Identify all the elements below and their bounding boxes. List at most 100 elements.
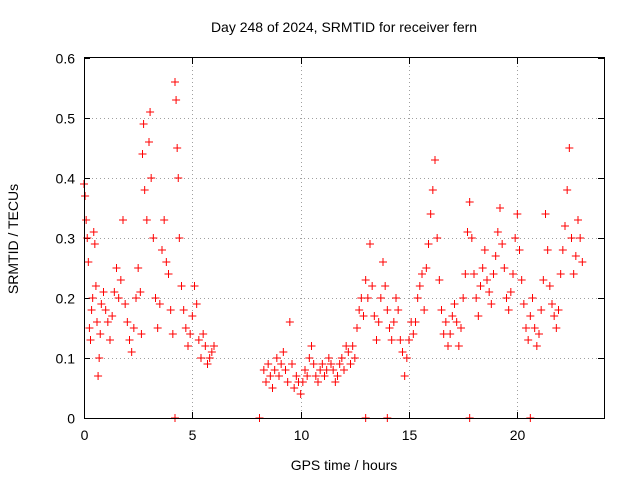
data-point xyxy=(565,144,574,152)
data-point xyxy=(340,366,348,374)
data-point xyxy=(424,240,433,248)
data-point xyxy=(184,342,192,350)
data-point xyxy=(335,360,344,368)
data-point xyxy=(506,288,515,296)
data-point xyxy=(309,360,318,368)
data-point xyxy=(95,354,104,362)
y-tick-label: 0.1 xyxy=(56,351,76,367)
data-point xyxy=(82,216,91,224)
data-point xyxy=(264,360,273,368)
data-point xyxy=(327,360,335,368)
data-point xyxy=(162,258,171,266)
data-point xyxy=(522,324,530,332)
data-point xyxy=(272,354,281,362)
data-point xyxy=(574,216,582,224)
data-point xyxy=(509,270,517,278)
data-point xyxy=(134,264,143,272)
data-point xyxy=(101,306,110,314)
data-point xyxy=(164,270,173,278)
data-point xyxy=(188,312,197,320)
data-point xyxy=(268,384,277,392)
x-tick-label: 5 xyxy=(189,427,197,443)
data-point xyxy=(489,270,498,278)
data-point xyxy=(119,216,127,224)
data-point xyxy=(277,360,286,368)
data-point xyxy=(556,270,565,278)
data-point xyxy=(292,372,301,380)
chart-title: Day 248 of 2024, SRMTID for receiver fer… xyxy=(211,19,477,35)
data-point xyxy=(93,318,101,326)
data-point xyxy=(450,300,459,308)
data-point xyxy=(350,354,359,362)
data-point xyxy=(123,318,132,326)
data-point xyxy=(500,264,509,272)
data-point xyxy=(409,330,418,338)
data-point xyxy=(279,348,288,356)
data-point xyxy=(370,312,379,320)
data-point xyxy=(524,336,533,344)
data-point xyxy=(366,240,374,248)
data-point xyxy=(346,360,355,368)
data-point xyxy=(387,336,396,344)
data-point xyxy=(483,276,491,284)
data-point xyxy=(461,270,470,278)
data-point xyxy=(389,318,398,326)
x-tick-label: 0 xyxy=(81,427,89,443)
data-point xyxy=(171,78,179,86)
data-point xyxy=(194,336,203,344)
data-point xyxy=(571,252,580,260)
data-point xyxy=(168,330,177,338)
data-point xyxy=(558,246,567,254)
data-point xyxy=(146,108,155,116)
data-point xyxy=(199,330,208,338)
data-point xyxy=(415,282,424,290)
data-point xyxy=(140,186,149,194)
data-point xyxy=(435,276,444,284)
data-point xyxy=(333,372,342,380)
data-point xyxy=(554,306,563,314)
data-point xyxy=(266,372,275,380)
data-point xyxy=(448,312,457,320)
data-point xyxy=(418,270,426,278)
data-point xyxy=(139,120,148,128)
data-point xyxy=(472,294,481,302)
data-point xyxy=(172,96,181,104)
data-point xyxy=(305,354,314,362)
data-point xyxy=(535,330,543,338)
data-point xyxy=(320,372,329,380)
data-point xyxy=(298,378,307,386)
data-point xyxy=(147,174,156,182)
data-point xyxy=(138,150,147,158)
data-point xyxy=(259,366,268,374)
data-point xyxy=(578,258,587,266)
data-point xyxy=(301,366,309,374)
data-point xyxy=(174,174,183,182)
data-point xyxy=(541,210,550,218)
data-point xyxy=(411,318,420,326)
data-point xyxy=(383,306,392,314)
data-point xyxy=(478,264,487,272)
data-point xyxy=(175,234,184,242)
data-point xyxy=(112,264,121,272)
x-tick-label: 20 xyxy=(510,427,526,443)
data-point xyxy=(355,306,364,314)
data-point xyxy=(517,276,526,284)
data-point xyxy=(283,378,292,386)
data-point xyxy=(526,312,535,320)
data-point xyxy=(87,306,96,314)
data-point xyxy=(94,372,103,380)
y-tick-label: 0.4 xyxy=(56,171,76,187)
data-point xyxy=(205,354,214,362)
data-point xyxy=(106,336,114,344)
data-point xyxy=(467,234,476,242)
data-point xyxy=(90,240,99,248)
data-point xyxy=(379,258,387,266)
data-point xyxy=(151,294,160,302)
data-point xyxy=(496,204,504,212)
data-point xyxy=(444,342,452,350)
x-tick-label: 10 xyxy=(294,427,310,443)
data-point xyxy=(203,360,212,368)
data-point xyxy=(405,336,413,344)
data-point xyxy=(290,384,299,392)
grid-lines xyxy=(84,58,604,418)
